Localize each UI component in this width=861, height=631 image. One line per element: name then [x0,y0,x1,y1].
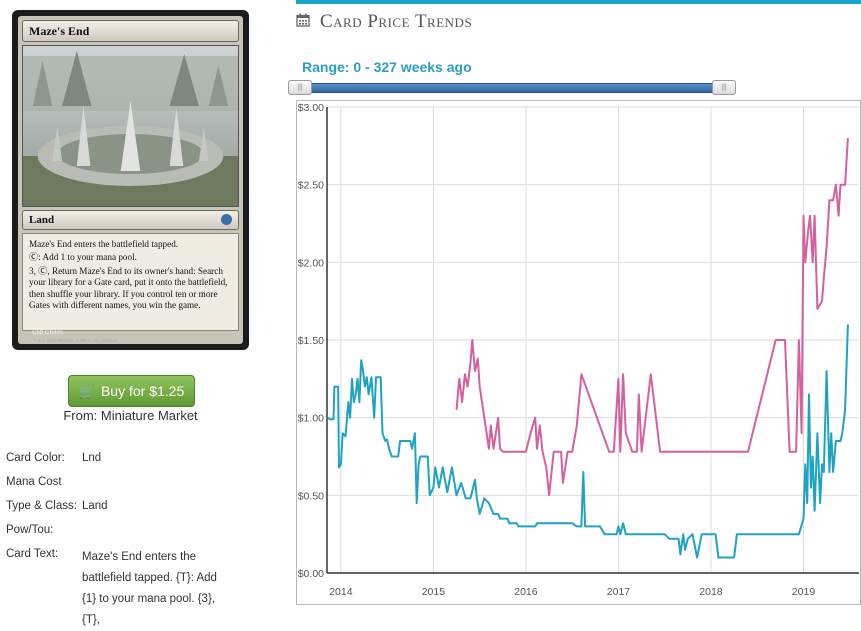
detail-value: Land [82,500,108,512]
range-label: Range: 0 - 327 weeks ago [302,59,472,75]
y-tick-label: $3.00 [298,102,324,114]
slider-track[interactable] [298,83,724,93]
card-text-line: Ⓒ: Add 1 to your mana pool. [29,252,137,263]
y-tick-label: $2.50 [298,180,324,192]
series-line-pink [455,138,849,497]
slider-handle-start[interactable]: ||| [288,80,312,95]
y-tick-label: $0.00 [298,568,324,580]
x-tick-label: 2015 [422,586,446,598]
y-tick-label: $1.00 [298,413,324,425]
card-rules-text: Maze's End enters the battlefield tapped… [22,233,239,331]
card-type: Land [29,214,55,226]
y-tick-label: $1.50 [298,335,324,347]
x-tick-label: 2014 [329,586,353,598]
x-tick-label: 2017 [607,586,631,598]
seller-label: From: Miniature Market [63,408,198,423]
detail-label: Type & Class: [6,500,77,512]
cart-icon: 🛒 [78,384,95,399]
card-text-line: 3, Ⓒ, Return Maze's End to its owner's h… [29,265,228,311]
slider-handle-end[interactable]: ||| [712,80,736,95]
x-tick-label: 2019 [792,586,816,598]
panel-title: Card Price Trends [320,11,473,32]
card-image: Maze's End [12,10,249,350]
card-artist: Cliff Childs [32,329,63,336]
y-tick-label: $2.00 [298,257,324,269]
detail-row-pow-tou: Pow/Tou: [6,524,256,548]
detail-row-card-text: Card Text: Maze's End enters the battlef… [6,548,256,626]
detail-label: Card Color: [6,452,65,464]
detail-row-color: Card Color: Lnd [6,452,256,476]
panel-top-border [296,0,861,4]
card-text-line: Maze's End enters the battlefield tapped… [29,239,179,249]
detail-value: Lnd [82,452,102,464]
card-details: Card Color: Lnd Mana Cost Type & Class: … [6,452,256,626]
detail-value: Maze's End enters the battlefield tapped… [82,551,217,626]
buy-button[interactable]: 🛒 Buy for $1.25 [68,375,195,407]
card-name: Maze's End [22,20,239,42]
x-tick-label: 2018 [699,586,723,598]
calendar-icon [296,13,310,27]
y-tick-label: $0.50 [298,490,324,502]
price-trend-chart: $0.00 $0.50 $1.00 $1.50 $2.00 $2.50 $3.00 2014 2… [296,100,861,605]
card-type-line: Land [22,210,239,230]
series-line-blue [327,324,849,559]
x-tick-label: 2016 [514,586,538,598]
detail-row-type: Type & Class: Land [6,500,256,524]
detail-label: Pow/Tou: [6,524,54,536]
card-copyright: ™ & © 2013 Wizards of the Coast 152/156 [32,338,118,343]
detail-label: Mana Cost [6,476,62,488]
set-symbol-icon [221,214,232,225]
card-frame: Maze's End [18,16,243,344]
detail-label: Card Text: [6,548,59,560]
range-slider[interactable]: ||| ||| [288,80,736,95]
buy-label: Buy for $1.25 [100,383,185,399]
card-art [22,45,239,207]
detail-row-mana-cost: Mana Cost [6,476,256,500]
